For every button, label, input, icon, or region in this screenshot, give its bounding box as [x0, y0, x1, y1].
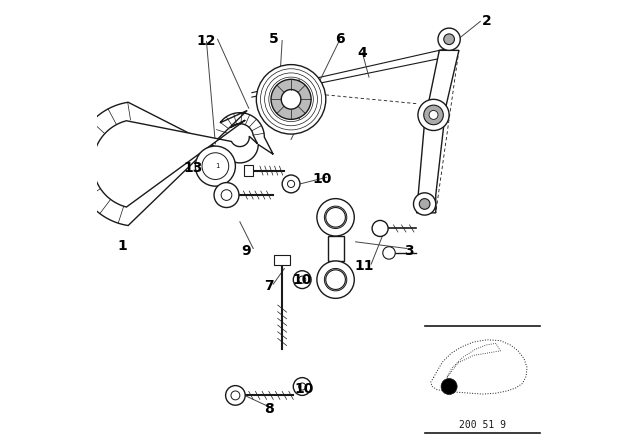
- Circle shape: [317, 261, 355, 298]
- Text: 7: 7: [264, 280, 274, 293]
- Circle shape: [372, 220, 388, 237]
- Polygon shape: [328, 236, 344, 261]
- Circle shape: [419, 198, 430, 209]
- Text: 10: 10: [292, 273, 312, 287]
- Circle shape: [383, 247, 396, 259]
- Circle shape: [438, 28, 460, 50]
- Circle shape: [293, 378, 311, 396]
- Circle shape: [282, 175, 300, 193]
- Polygon shape: [417, 50, 459, 213]
- Circle shape: [281, 90, 301, 109]
- Circle shape: [444, 34, 454, 44]
- Circle shape: [257, 65, 326, 134]
- Circle shape: [326, 207, 346, 227]
- Circle shape: [317, 198, 355, 236]
- Text: 8: 8: [264, 402, 274, 416]
- Text: 200 51 9: 200 51 9: [459, 420, 506, 430]
- Text: 4: 4: [357, 46, 367, 60]
- Text: 10: 10: [312, 172, 332, 186]
- Circle shape: [221, 190, 232, 200]
- Circle shape: [324, 268, 347, 291]
- Circle shape: [226, 386, 245, 405]
- Circle shape: [324, 206, 347, 228]
- Circle shape: [299, 276, 306, 283]
- Polygon shape: [93, 120, 258, 207]
- Circle shape: [195, 146, 236, 186]
- Circle shape: [326, 270, 346, 289]
- Text: 1: 1: [117, 239, 127, 253]
- Text: 11: 11: [355, 259, 374, 273]
- Text: 1: 1: [215, 163, 220, 169]
- Circle shape: [424, 105, 444, 125]
- Circle shape: [202, 153, 228, 180]
- Circle shape: [293, 271, 311, 289]
- Text: 9: 9: [242, 244, 252, 258]
- Text: 2: 2: [482, 14, 492, 28]
- Circle shape: [418, 99, 449, 130]
- Polygon shape: [244, 165, 253, 176]
- Circle shape: [271, 79, 311, 119]
- Circle shape: [413, 193, 436, 215]
- Text: 6: 6: [335, 32, 345, 46]
- Circle shape: [287, 181, 294, 188]
- Circle shape: [441, 379, 457, 395]
- Text: 10: 10: [295, 382, 314, 396]
- Text: 5: 5: [268, 32, 278, 46]
- Text: 3: 3: [404, 244, 414, 258]
- Text: 12: 12: [196, 34, 216, 48]
- Text: 13: 13: [184, 161, 203, 175]
- Circle shape: [429, 111, 438, 119]
- Circle shape: [214, 183, 239, 207]
- Circle shape: [231, 391, 240, 400]
- Polygon shape: [75, 102, 273, 225]
- Circle shape: [299, 383, 306, 390]
- Polygon shape: [274, 255, 290, 265]
